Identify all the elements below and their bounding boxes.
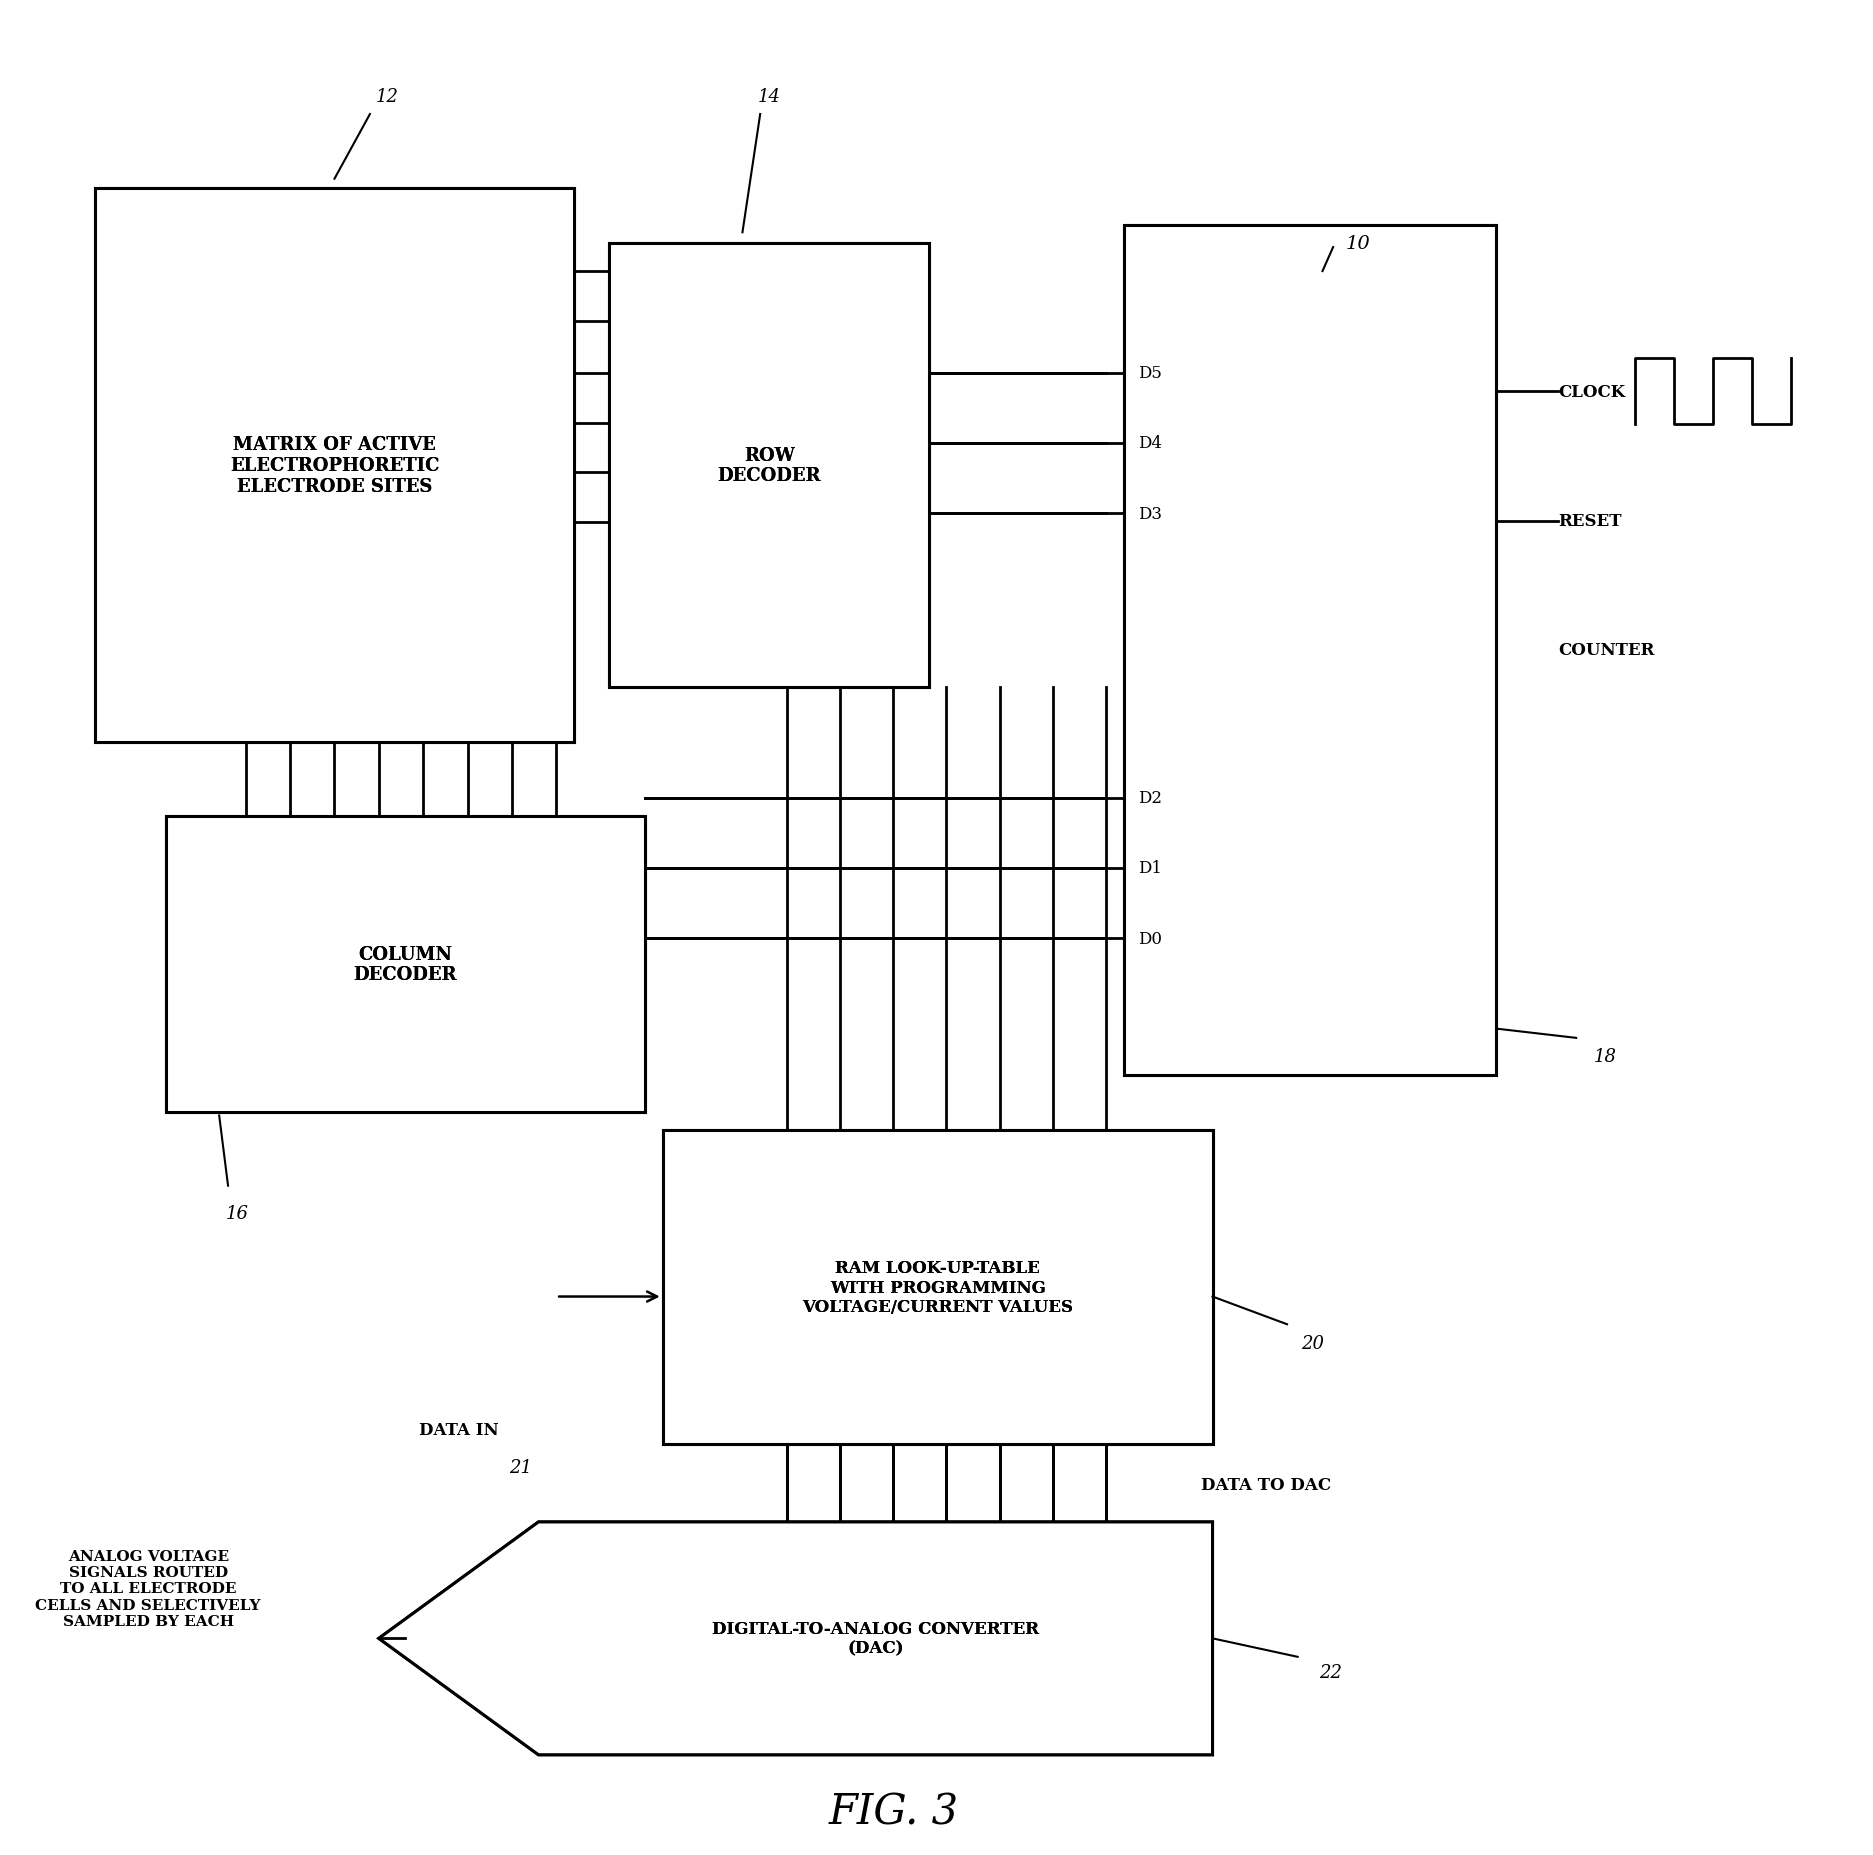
Bar	[663, 1132, 1212, 1445]
Bar	[663, 1132, 1212, 1445]
Text: D0: D0	[1139, 929, 1161, 948]
Bar	[609, 245, 929, 688]
Bar	[167, 816, 644, 1113]
Text: COUNTER: COUNTER	[1558, 642, 1654, 659]
Text: ROW
DECODER: ROW DECODER	[717, 447, 820, 486]
Text: 22: 22	[1319, 1662, 1341, 1681]
Text: DIGITAL-TO-ANALOG CONVERTER
(DAC): DIGITAL-TO-ANALOG CONVERTER (DAC)	[712, 1619, 1040, 1657]
Text: CLOCK: CLOCK	[1558, 384, 1626, 401]
Text: D5: D5	[1139, 365, 1161, 382]
Bar	[96, 189, 573, 742]
Text: 10: 10	[1345, 236, 1371, 254]
Text: 18: 18	[1594, 1048, 1616, 1067]
Polygon shape	[378, 1523, 1212, 1755]
Text: RAM LOOK-UP-TABLE
WITH PROGRAMMING
VOLTAGE/CURRENT VALUES: RAM LOOK-UP-TABLE WITH PROGRAMMING VOLTA…	[802, 1260, 1073, 1315]
Text: FIG. 3: FIG. 3	[828, 1790, 959, 1833]
Bar	[1124, 226, 1497, 1076]
Text: 14: 14	[757, 87, 781, 106]
Text: D2: D2	[1139, 790, 1161, 807]
Text: 21: 21	[509, 1458, 532, 1477]
Text: ANALOG VOLTAGE
SIGNALS ROUTED
TO ALL ELECTRODE
CELLS AND SELECTIVELY
SAMPLED BY : ANALOG VOLTAGE SIGNALS ROUTED TO ALL ELE…	[36, 1549, 260, 1629]
Text: COLUMN
DECODER: COLUMN DECODER	[354, 944, 457, 983]
Text: ROW
DECODER: ROW DECODER	[717, 447, 820, 486]
Text: D3: D3	[1139, 505, 1161, 523]
Text: MATRIX OF ACTIVE
ELECTROPHORETIC
ELECTRODE SITES: MATRIX OF ACTIVE ELECTROPHORETIC ELECTRO…	[230, 436, 440, 495]
Text: 20: 20	[1302, 1334, 1324, 1352]
Text: DATA TO DAC: DATA TO DAC	[1201, 1477, 1332, 1493]
Bar	[1124, 226, 1497, 1076]
Text: 12: 12	[376, 87, 399, 106]
Text: DATA IN: DATA IN	[420, 1421, 498, 1438]
Polygon shape	[378, 1523, 1212, 1755]
Bar	[96, 189, 573, 742]
Text: D1: D1	[1139, 861, 1161, 877]
Bar	[609, 245, 929, 688]
Bar	[167, 816, 644, 1113]
Text: DIGITAL-TO-ANALOG CONVERTER
(DAC): DIGITAL-TO-ANALOG CONVERTER (DAC)	[712, 1619, 1040, 1657]
Text: RAM LOOK-UP-TABLE
WITH PROGRAMMING
VOLTAGE/CURRENT VALUES: RAM LOOK-UP-TABLE WITH PROGRAMMING VOLTA…	[802, 1260, 1073, 1315]
Text: RESET: RESET	[1558, 512, 1622, 531]
Text: MATRIX OF ACTIVE
ELECTROPHORETIC
ELECTRODE SITES: MATRIX OF ACTIVE ELECTROPHORETIC ELECTRO…	[230, 436, 440, 495]
Text: D4: D4	[1139, 436, 1161, 453]
Text: COLUMN
DECODER: COLUMN DECODER	[354, 944, 457, 983]
Text: 16: 16	[225, 1204, 249, 1222]
